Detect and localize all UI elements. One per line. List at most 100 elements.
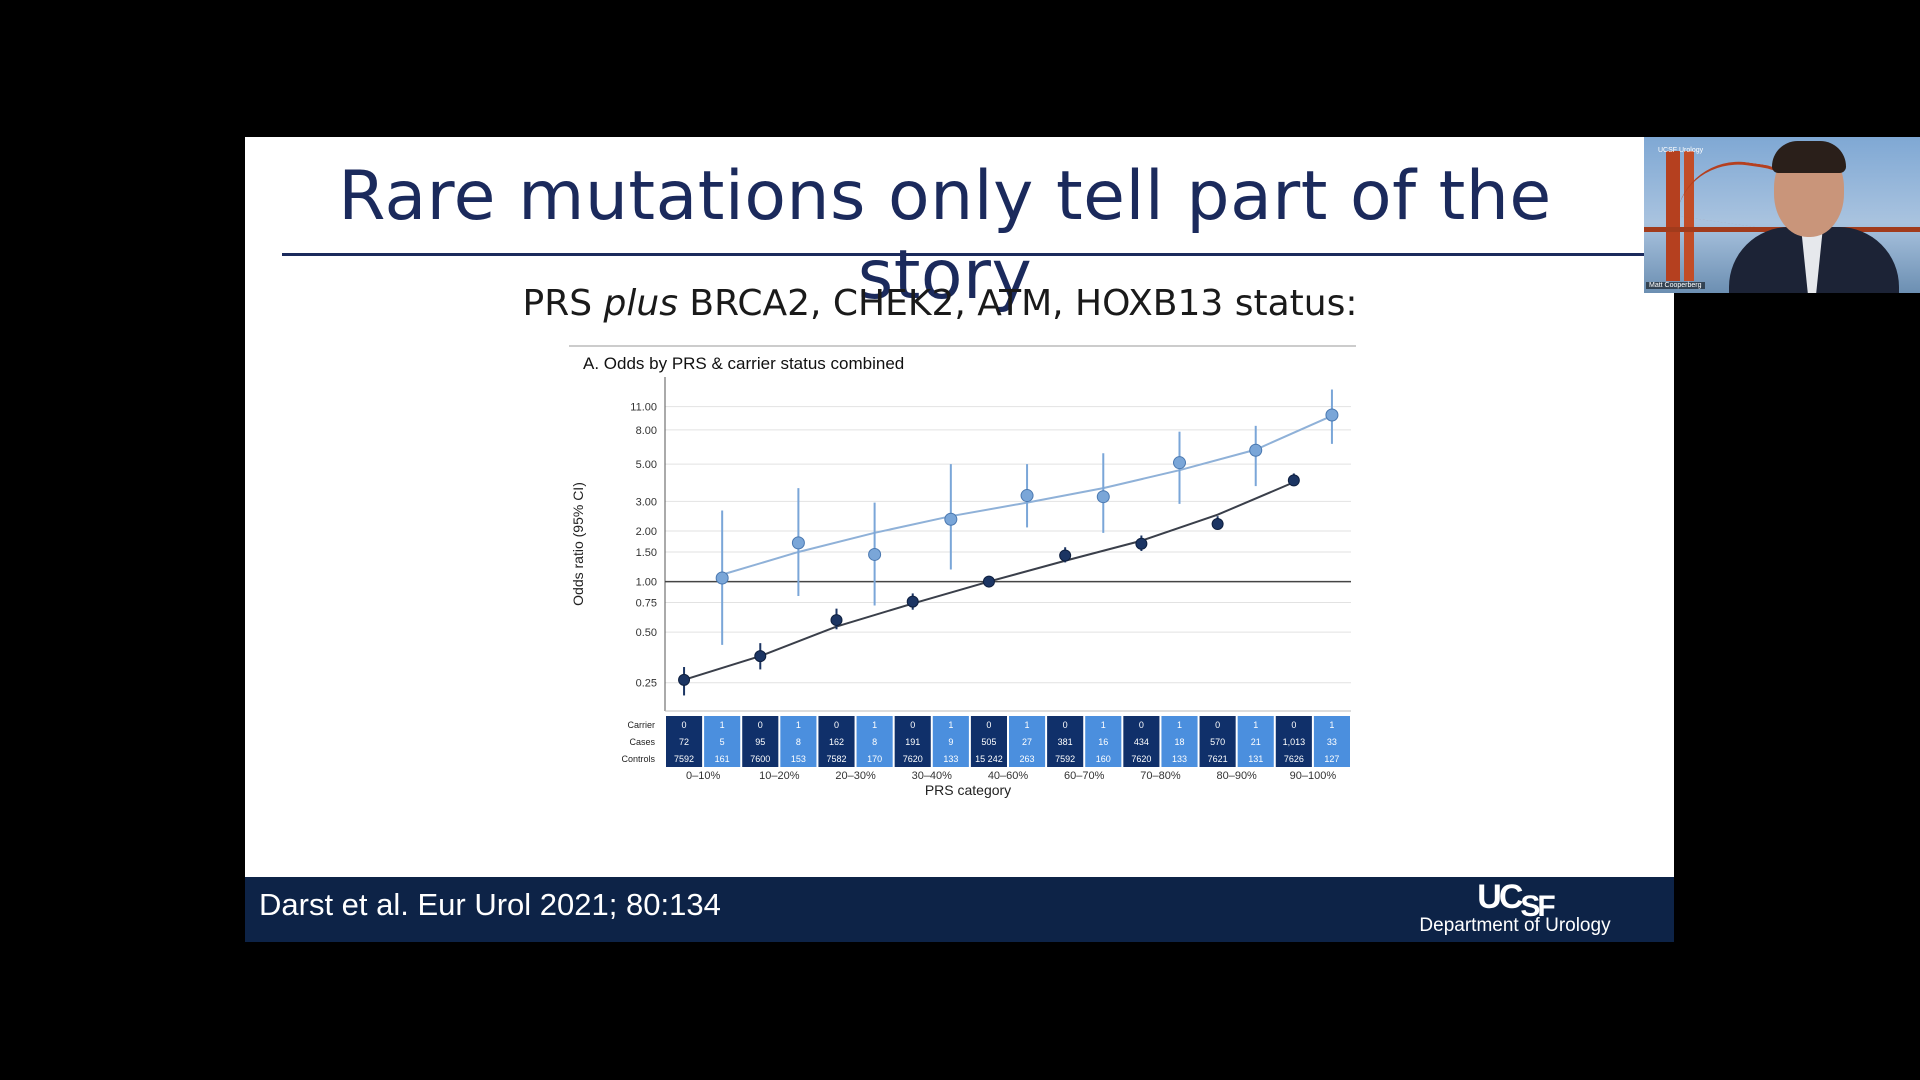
table-cell-noncarrier — [894, 716, 931, 767]
carrier-point — [715, 571, 729, 585]
table-cell-noncarrier — [970, 716, 1007, 767]
table-cell-value: 18 — [1174, 737, 1184, 747]
x-axis-label: PRS category — [925, 782, 1011, 798]
table-cell-carrier — [1161, 716, 1198, 767]
subtitle-suffix: BRCA2, CHEK2, ATM, HOXB13 status: — [677, 283, 1358, 324]
x-tick-label: 90–100% — [1290, 770, 1337, 782]
table-cell-value: 133 — [943, 754, 958, 764]
table-cell-value: 7592 — [674, 754, 694, 764]
x-tick-label: 30–40% — [912, 770, 953, 782]
table-row-label: Cases — [629, 737, 655, 747]
table-cell-value: 7600 — [750, 754, 770, 764]
table-cell-value: 1 — [796, 720, 801, 730]
carrier-point — [1249, 443, 1263, 457]
noncarrier-point — [906, 595, 919, 608]
x-tick-label: 40–60% — [988, 770, 1029, 782]
table-cell-value: 505 — [981, 737, 996, 747]
y-tick-label: 5.00 — [636, 459, 657, 471]
table-cell-value: 0 — [834, 720, 839, 730]
table-cell-value: 21 — [1251, 737, 1261, 747]
x-tick-label: 80–90% — [1216, 770, 1257, 782]
table-cell-value: 33 — [1327, 737, 1337, 747]
table-cell-value: 153 — [791, 754, 806, 764]
table-cell-value: 7620 — [1131, 754, 1151, 764]
table-cell-value: 263 — [1020, 754, 1035, 764]
table-cell-noncarrier — [666, 716, 703, 767]
carrier-point — [1096, 490, 1110, 504]
table-cell-value: 0 — [682, 720, 687, 730]
table-cell-value: 1 — [1329, 720, 1334, 730]
table-cell-value: 1,013 — [1283, 737, 1306, 747]
carrier-point — [791, 536, 805, 550]
table-cell-value: 162 — [829, 737, 844, 747]
table-cell-carrier — [856, 716, 893, 767]
carrier-point — [868, 547, 882, 561]
table-cell-value: 0 — [1063, 720, 1068, 730]
noncarrier-point — [754, 650, 767, 663]
table-cell-carrier — [1085, 716, 1122, 767]
table-cell-value: 191 — [905, 737, 920, 747]
y-tick-label: 1.00 — [636, 577, 657, 589]
table-cell-value: 8 — [796, 737, 801, 747]
table-cell-value: 1 — [1177, 720, 1182, 730]
bridge-tower-side — [1684, 151, 1694, 281]
table-cell-carrier — [932, 716, 969, 767]
table-cell-value: 16 — [1098, 737, 1108, 747]
y-tick-label: 8.00 — [636, 425, 657, 437]
table-row-label: Controls — [621, 754, 655, 764]
table-cell-value: 1 — [872, 720, 877, 730]
video-corner-label: UCSF Urology — [1658, 147, 1704, 154]
citation: Darst et al. Eur Urol 2021; 80:134 — [259, 887, 721, 922]
chart-svg: A. Odds by PRS & carrier status combined… — [569, 345, 1356, 798]
x-tick-label: 70–80% — [1140, 770, 1181, 782]
table-cell-value: 27 — [1022, 737, 1032, 747]
table-cell-value: 15 242 — [975, 754, 1003, 764]
table-cell-value: 161 — [715, 754, 730, 764]
noncarrier-point — [1211, 518, 1224, 531]
y-tick-label: 0.50 — [636, 627, 657, 639]
noncarrier-point — [1287, 474, 1300, 487]
bridge-tower — [1666, 151, 1680, 281]
table-cell-value: 9 — [948, 737, 953, 747]
logo-uc: UC — [1477, 878, 1523, 916]
carrier-point — [944, 512, 958, 526]
table-cell-value: 72 — [679, 737, 689, 747]
table-cell-noncarrier — [1047, 716, 1084, 767]
table-cell-value: 0 — [910, 720, 915, 730]
title-divider — [282, 253, 1674, 256]
participant-shirt — [1801, 229, 1823, 293]
table-cell-value: 0 — [1139, 720, 1144, 730]
table-cell-value: 7621 — [1208, 754, 1228, 764]
y-tick-label: 3.00 — [636, 496, 657, 508]
y-axis-label: Odds ratio (95% CI) — [570, 482, 586, 606]
table-cell-noncarrier — [1275, 716, 1312, 767]
slide-subtitle: PRS plus BRCA2, CHEK2, ATM, HOXB13 statu… — [245, 283, 1635, 324]
table-cell-value: 127 — [1324, 754, 1339, 764]
table-cell-value: 7620 — [903, 754, 923, 764]
presentation-slide: Rare mutations only tell part of the sto… — [245, 137, 1674, 942]
x-tick-label: 60–70% — [1064, 770, 1105, 782]
noncarrier-point — [830, 614, 843, 627]
table-cell-noncarrier — [818, 716, 855, 767]
table-cell-value: 95 — [755, 737, 765, 747]
table-cell-value: 0 — [986, 720, 991, 730]
table-cell-value: 1 — [948, 720, 953, 730]
table-cell-value: 1 — [720, 720, 725, 730]
chart-title: A. Odds by PRS & carrier status combined — [583, 354, 904, 373]
participant-video-tile[interactable]: UCSF Urology Matt Cooperberg — [1644, 137, 1920, 293]
ucsf-logo: UCSF Department of Urology — [1415, 879, 1615, 937]
logo-mark: UCSF — [1415, 878, 1615, 923]
slide-title: Rare mutations only tell part of the sto… — [338, 157, 1552, 315]
carrier-point — [1173, 456, 1186, 470]
table-cell-value: 8 — [872, 737, 877, 747]
y-tick-label: 11.00 — [630, 402, 657, 414]
table-cell-carrier — [780, 716, 817, 767]
table-cell-noncarrier — [1199, 716, 1236, 767]
carrier-point — [1020, 489, 1034, 503]
y-tick-label: 0.25 — [636, 678, 657, 690]
table-cell-noncarrier — [1123, 716, 1160, 767]
noncarrier-point — [678, 673, 691, 686]
carrier-point — [1325, 408, 1339, 422]
logo-sf: SF — [1520, 890, 1555, 923]
y-tick-label: 1.50 — [636, 547, 657, 559]
